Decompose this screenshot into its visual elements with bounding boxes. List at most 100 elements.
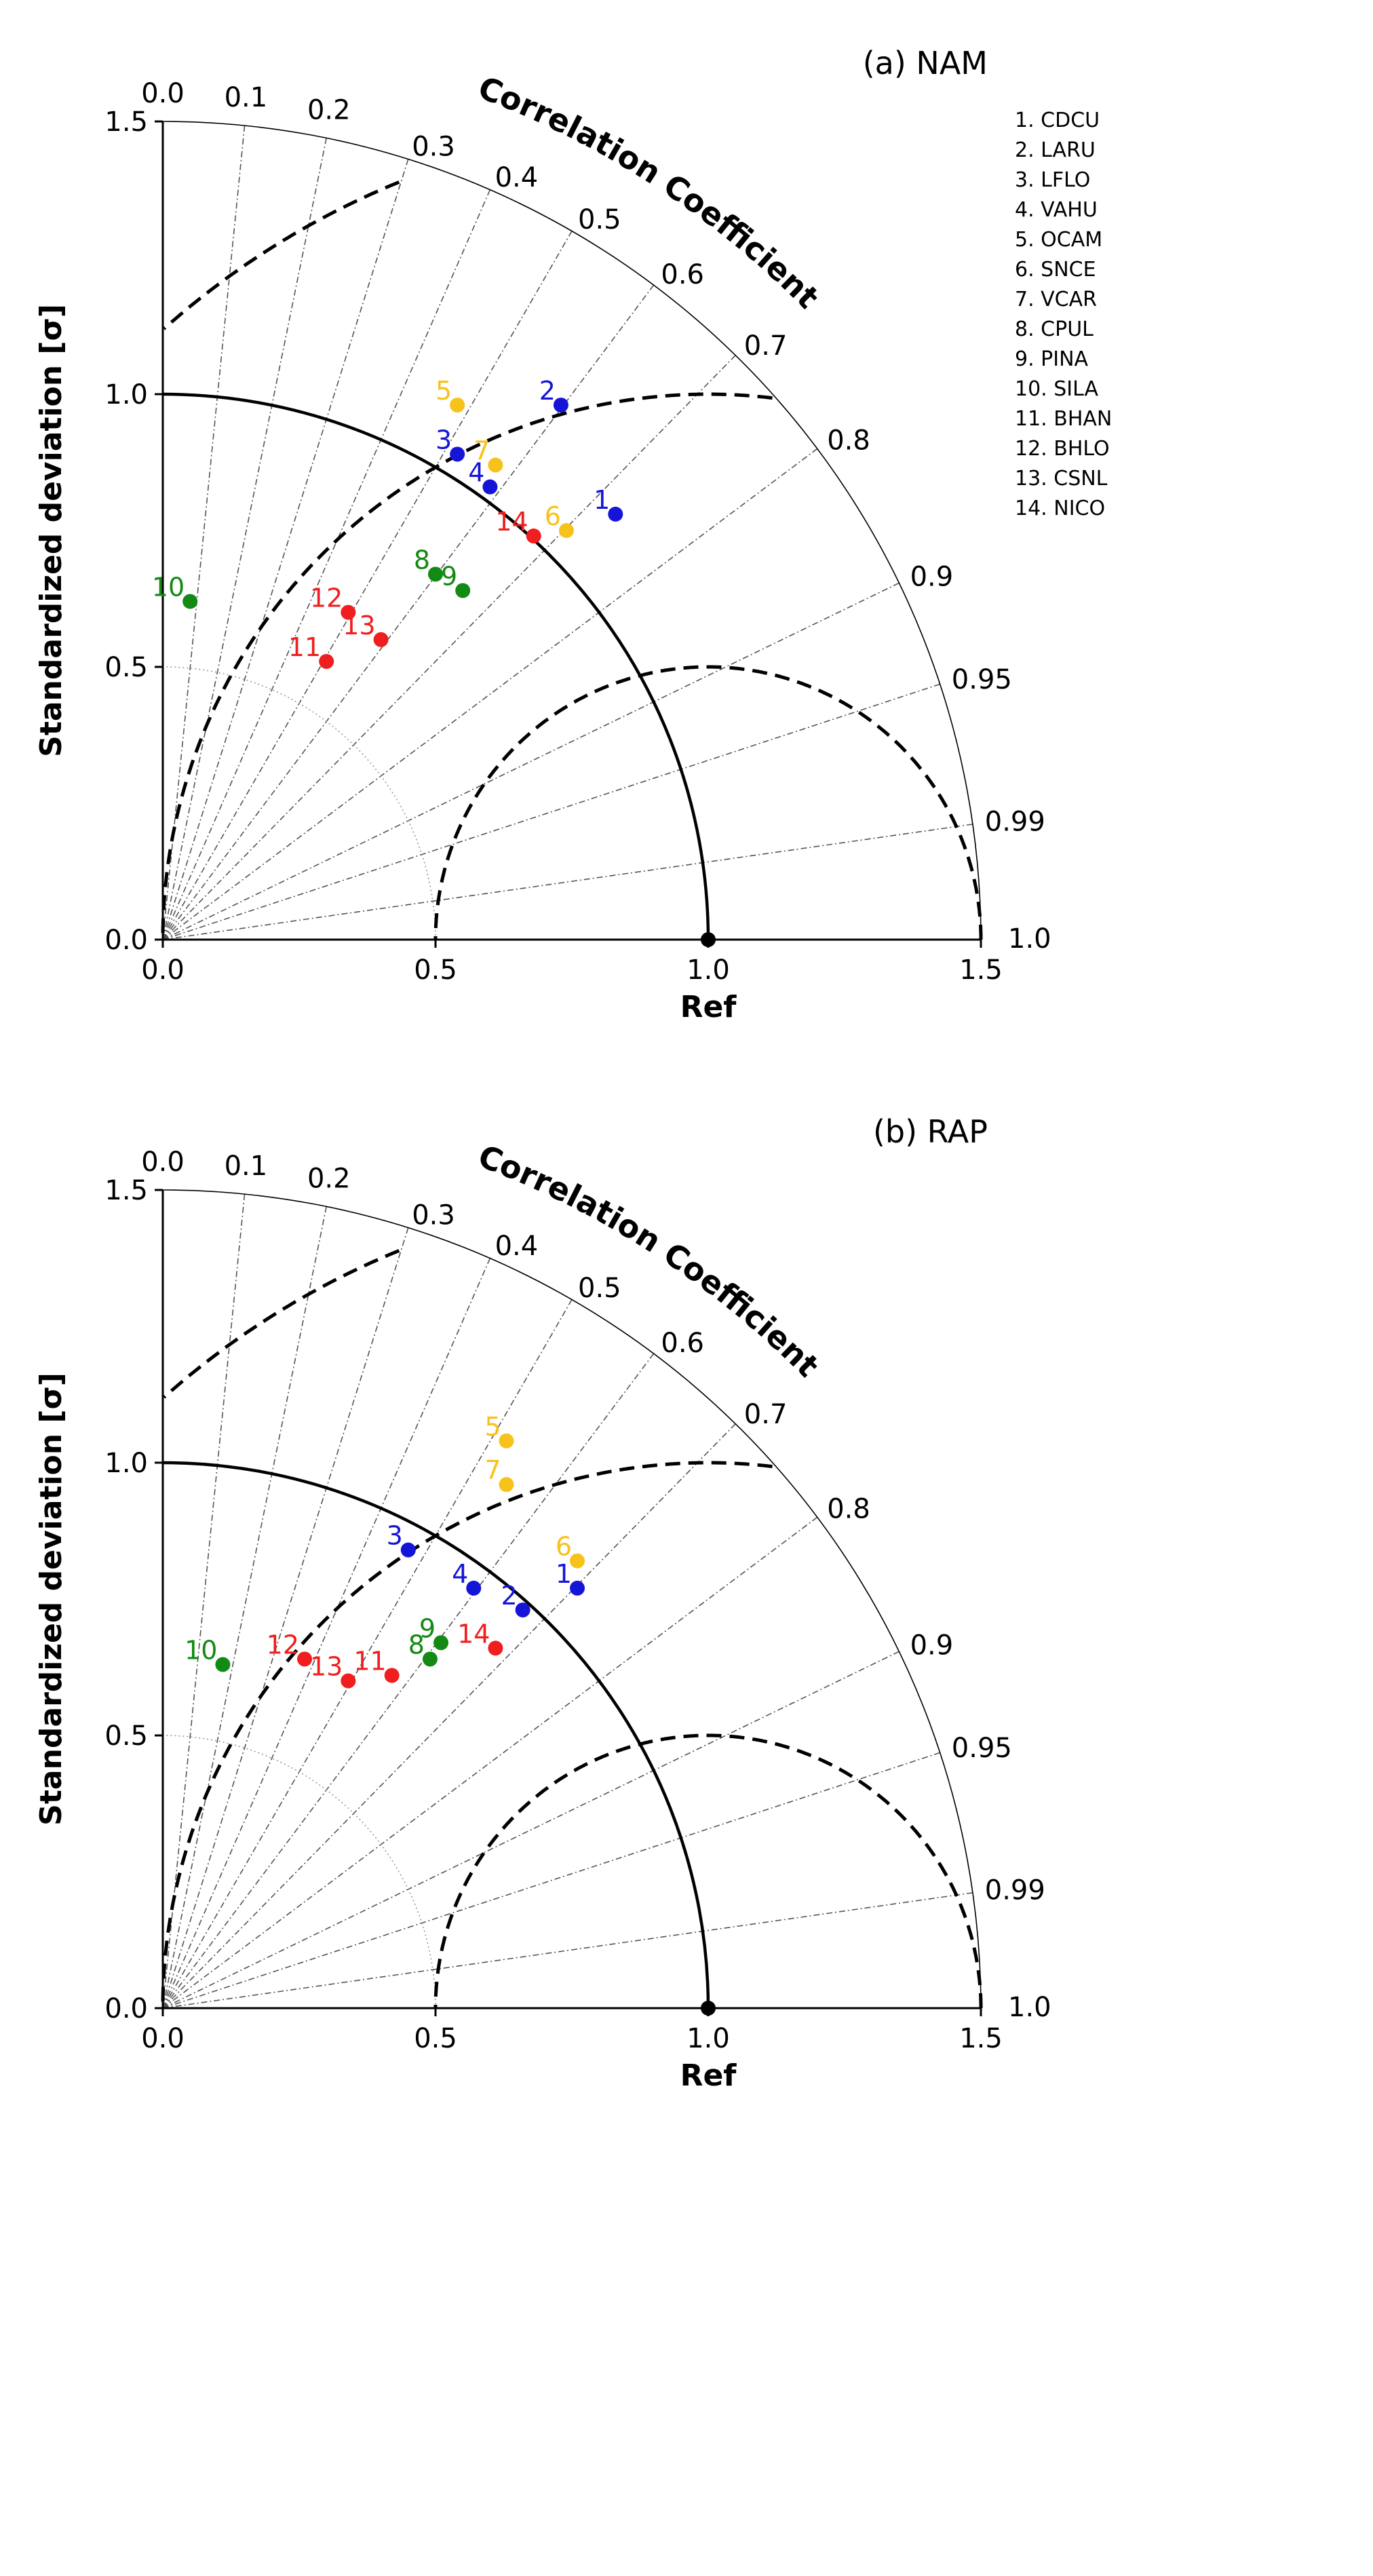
corr-gridline (162, 824, 973, 940)
corr-tick-label: 1.0 (1008, 923, 1051, 955)
y-axis-label: Standardized deviation [σ] (34, 1372, 69, 1826)
corr-tick-label: 0.6 (661, 1328, 704, 1359)
data-point-label: 8 (414, 545, 430, 575)
data-point (182, 594, 198, 609)
x-tick-label: 0.5 (414, 955, 457, 986)
y-tick-label: 0.0 (104, 925, 148, 956)
y-tick-label: 1.5 (104, 107, 148, 138)
x-tick-label: 1.5 (959, 955, 1003, 986)
corr-gridline (162, 1651, 900, 2009)
corr-tick-label: 0.4 (495, 162, 539, 193)
y-axis-label: Standardized deviation [σ] (34, 304, 69, 757)
corr-tick-label: 0.3 (412, 1199, 455, 1231)
data-point (488, 457, 503, 473)
corr-tick-label: 0.8 (827, 1494, 870, 1525)
corr-tick-label: 0.99 (985, 806, 1045, 837)
data-point (482, 479, 498, 495)
corr-tick-label: 0.7 (744, 330, 788, 362)
corr-gridline (162, 355, 736, 940)
data-point-label: 4 (452, 1559, 468, 1589)
legend-entry: 10. SILA (1015, 377, 1099, 401)
data-point-label: 9 (419, 1613, 436, 1643)
legend-entry: 3. LFLO (1015, 168, 1090, 192)
corr-gridline (162, 1353, 655, 2009)
corr-tick-label: 0.2 (307, 95, 351, 126)
x-tick-label: 0.5 (414, 2023, 457, 2054)
rmsd-contour (433, 1733, 983, 2008)
corr-tick-label: 0.9 (910, 1630, 954, 1661)
data-point (553, 398, 568, 413)
data-point (297, 1651, 313, 1667)
data-point (215, 1657, 231, 1672)
outer-arc (162, 121, 982, 940)
corr-gridline (162, 189, 491, 940)
rmsd-contour (161, 392, 773, 940)
corr-gridline (162, 1423, 736, 2009)
data-point (499, 1477, 514, 1493)
data-point (608, 506, 623, 522)
data-point (570, 1553, 585, 1569)
x-tick-label: 1.5 (959, 2023, 1003, 2054)
corr-tick-label: 0.2 (307, 1164, 351, 1195)
corr-tick-label: 0.1 (225, 1151, 268, 1182)
data-point-label: 14 (495, 507, 528, 537)
data-point-label: 12 (267, 1630, 299, 1659)
y-tick-label: 1.0 (104, 379, 148, 410)
legend-entry: 6. SNCE (1015, 258, 1096, 282)
x-tick-label: 0.0 (141, 2023, 185, 2054)
legend-entry: 13. CSNL (1015, 467, 1108, 491)
data-point-label: 13 (310, 1652, 343, 1682)
reference-arc (162, 1461, 710, 2009)
legend-entry: 12. BHLO (1015, 437, 1110, 461)
data-point (466, 1580, 482, 1596)
data-point (570, 1580, 585, 1596)
legend-entry: 2. LARU (1015, 138, 1096, 162)
data-point-label: 9 (441, 561, 457, 591)
corr-tick-label: 0.95 (952, 1733, 1012, 1764)
legend-entry: 9. PINA (1015, 347, 1089, 371)
legend-entry: 14. NICO (1015, 497, 1105, 520)
data-point (450, 446, 465, 462)
corr-tick-label: 0.1 (225, 82, 268, 113)
corr-tick-label: 0.7 (744, 1399, 788, 1430)
data-point-label: 8 (408, 1630, 425, 1659)
corr-tick-label: 0.95 (952, 664, 1012, 695)
rmsd-contour (433, 665, 983, 940)
data-point-label: 11 (288, 632, 321, 662)
rmsd-contour (163, 180, 400, 330)
legend-entry: 1. CDCU (1015, 109, 1100, 132)
data-point-label: 3 (387, 1521, 403, 1551)
y-tick-label: 0.5 (104, 1720, 148, 1752)
y-tick-label: 1.5 (104, 1175, 148, 1206)
rmsd-contour (163, 1249, 400, 1399)
corr-gridline (162, 1206, 327, 2009)
panel-title: (b) RAP (873, 1113, 988, 1150)
corr-tick-label: 0.5 (578, 204, 621, 235)
corr-gridline (162, 448, 818, 940)
reference-point (701, 932, 716, 947)
data-point-label: 12 (310, 583, 343, 613)
data-point (422, 1651, 438, 1667)
data-point-label: 5 (436, 376, 452, 406)
legend-entry: 4. VAHU (1015, 198, 1098, 222)
corr-tick-label: 0.6 (661, 259, 704, 290)
legend-entry: 8. CPUL (1015, 318, 1094, 341)
corr-tick-label: 0.99 (985, 1875, 1045, 1906)
data-point-label: 4 (468, 458, 484, 488)
data-point (384, 1668, 400, 1683)
corr-gridline (162, 1299, 573, 2009)
x-axis-label: Ref (680, 2058, 737, 2093)
data-point-label: 11 (353, 1647, 386, 1676)
corr-tick-label: 1.0 (1008, 1992, 1051, 2023)
data-point (526, 528, 541, 544)
x-axis-label: Ref (680, 990, 737, 1024)
data-point (400, 1542, 416, 1558)
corr-gridline (162, 1258, 491, 2009)
x-tick-label: 1.0 (686, 955, 730, 986)
data-point (450, 398, 465, 413)
corr-gridline (162, 1892, 973, 2009)
corr-tick-label: 0.4 (495, 1231, 539, 1262)
data-point-label: 2 (539, 376, 556, 406)
data-point-label: 3 (436, 425, 452, 455)
